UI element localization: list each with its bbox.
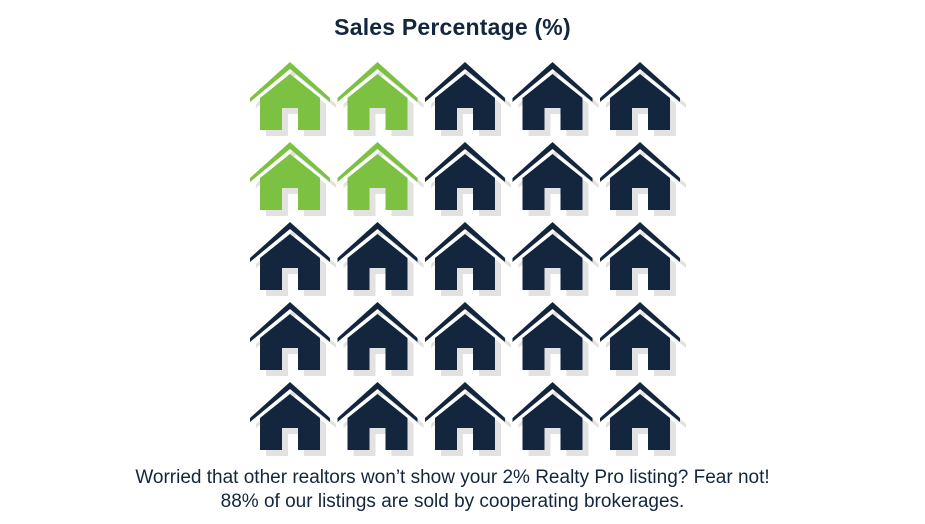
house-icon: [600, 142, 686, 216]
house-icon: [337, 222, 424, 296]
house-icon: [425, 62, 511, 136]
house-icon: [425, 382, 511, 456]
caption-line-1: Worried that other realtors won’t show y…: [135, 467, 770, 488]
chart-title: Sales Percentage (%): [334, 14, 571, 40]
house-icon-highlighted: [337, 62, 424, 136]
house-icon-highlighted: [250, 142, 336, 216]
house-icon: [425, 222, 511, 296]
house-icon: [512, 142, 599, 216]
house-icon: [600, 382, 686, 456]
caption-line-2: 88% of our listings are sold by cooperat…: [220, 491, 685, 512]
house-icon-highlighted: [250, 62, 336, 136]
house-icon: [512, 222, 599, 296]
house-icon: [250, 302, 336, 376]
house-icon: [250, 222, 336, 296]
house-icon: [600, 62, 686, 136]
house-icon: [600, 302, 686, 376]
house-icon: [425, 142, 511, 216]
house-icon: [512, 302, 599, 376]
house-icon: [337, 302, 424, 376]
house-icon: [600, 222, 686, 296]
house-icon: [512, 62, 599, 136]
house-icon: [512, 382, 599, 456]
house-icon-highlighted: [337, 142, 424, 216]
house-icon: [425, 302, 511, 376]
house-icon: [250, 382, 336, 456]
house-icon: [337, 382, 424, 456]
